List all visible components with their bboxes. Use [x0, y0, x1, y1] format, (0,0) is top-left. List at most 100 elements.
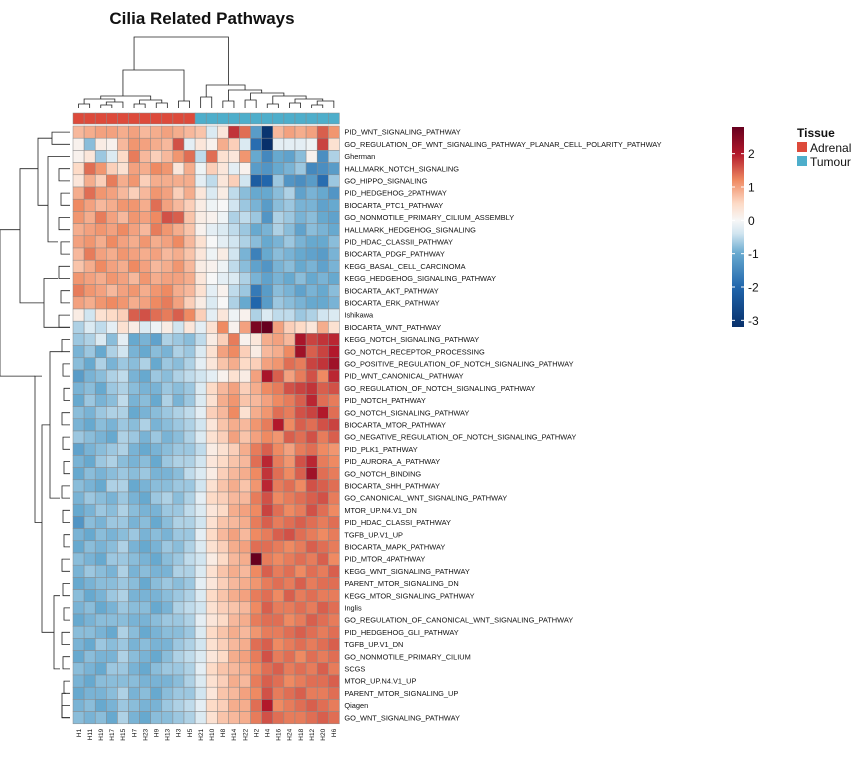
heatmap-cell	[261, 589, 274, 603]
heatmap-cell	[261, 345, 274, 359]
heatmap-cell	[250, 162, 262, 176]
heatmap-cell	[261, 479, 274, 493]
heatmap-cell	[283, 394, 296, 407]
heatmap-cell	[194, 686, 207, 700]
heatmap-cell	[328, 442, 340, 456]
heatmap-cell	[305, 430, 318, 444]
heatmap-cell	[172, 345, 185, 359]
column-dendrogram-branch	[250, 92, 285, 100]
heatmap-cell	[261, 284, 274, 298]
heatmap-cell	[283, 381, 296, 395]
heatmap-cell	[161, 394, 174, 407]
heatmap-cell	[328, 467, 340, 481]
heatmap-cell	[150, 284, 163, 298]
heatmap-cell	[94, 516, 107, 529]
heatmap-cell	[161, 442, 174, 456]
heatmap-cell	[205, 308, 218, 322]
heatmap-cell	[239, 503, 251, 517]
heatmap-cell	[106, 150, 118, 163]
heatmap-cell	[316, 235, 329, 249]
heatmap-cell	[217, 162, 229, 176]
heatmap-cell	[172, 577, 185, 590]
heatmap-cell	[150, 223, 163, 237]
heatmap-cell	[72, 333, 85, 346]
heatmap-cell	[272, 186, 285, 200]
heatmap-cell	[117, 430, 129, 444]
heatmap-cell	[294, 503, 307, 517]
heatmap-cell	[94, 345, 107, 359]
heatmap-cell	[328, 711, 340, 725]
heatmap-cell	[239, 528, 251, 542]
heatmap-cell	[250, 528, 262, 542]
heatmap-cell	[150, 699, 163, 712]
heatmap-cell	[250, 137, 262, 151]
heatmap-cell	[250, 564, 262, 578]
heatmap-cell	[228, 333, 240, 346]
heatmap-cell	[106, 137, 118, 151]
heatmap-cell	[194, 650, 207, 664]
heatmap-cell	[228, 125, 240, 139]
heatmap-cell	[239, 186, 251, 200]
heatmap-cell	[117, 186, 129, 200]
row-label: GO_NONMOTILE_PRIMARY_CILIUM_ASSEMBLY	[344, 213, 514, 222]
heatmap-cell	[305, 503, 318, 517]
column-label: H10	[209, 728, 216, 740]
row-label: HALLMARK_NOTCH_SIGNALING	[344, 164, 459, 173]
heatmap-cell	[128, 467, 140, 481]
heatmap-cell	[305, 369, 318, 383]
heatmap-cell	[106, 235, 118, 249]
heatmap-cell	[228, 320, 240, 334]
heatmap-cell	[139, 650, 151, 664]
heatmap-cell	[172, 528, 185, 542]
heatmap-cell	[161, 577, 174, 590]
heatmap-cell	[83, 345, 96, 359]
heatmap-cell	[294, 357, 307, 371]
heatmap-cell	[283, 601, 296, 615]
heatmap-cell	[150, 369, 163, 383]
heatmap-cell	[117, 577, 129, 590]
row-dendrogram-branch	[62, 583, 70, 597]
heatmap-cell	[161, 308, 174, 322]
heatmap-cell	[217, 528, 229, 542]
heatmap-cell	[172, 674, 185, 688]
heatmap-cell	[128, 455, 140, 468]
heatmap-cell	[305, 613, 318, 627]
heatmap-cell	[294, 528, 307, 542]
heatmap-cell	[316, 406, 329, 420]
heatmap-cell	[217, 540, 229, 554]
heatmap-cell	[305, 345, 318, 359]
heatmap-cell	[261, 686, 274, 700]
row-label: PID_AURORA_A_PATHWAY	[344, 457, 440, 466]
heatmap-cell	[172, 479, 185, 493]
heatmap-cell	[106, 125, 118, 139]
heatmap-cell	[250, 516, 262, 529]
heatmap-cell	[83, 418, 96, 432]
heatmap-cell	[250, 442, 262, 456]
heatmap-cell	[217, 442, 229, 456]
heatmap-cell	[72, 357, 85, 371]
heatmap-cell	[106, 455, 118, 468]
row-dendrogram-branch	[60, 241, 70, 255]
legend-swatch	[797, 142, 807, 152]
heatmap-cell	[161, 540, 174, 554]
heatmap-cell	[328, 186, 340, 200]
heatmap-cell	[117, 491, 129, 505]
heatmap-cell	[217, 601, 229, 615]
heatmap-cell	[117, 345, 129, 359]
heatmap-cell	[283, 137, 296, 151]
row-dendrogram-branch	[60, 290, 70, 304]
heatmap-cell	[205, 150, 218, 163]
heatmap-cell	[305, 162, 318, 176]
heatmap-cell	[250, 430, 262, 444]
heatmap-cell	[183, 345, 196, 359]
tissue-annotation-cell	[194, 112, 207, 125]
heatmap-cell	[150, 430, 163, 444]
heatmap-cell	[205, 540, 218, 554]
column-dendrogram	[78, 36, 335, 108]
heatmap-cell	[150, 406, 163, 420]
heatmap-cell	[228, 345, 240, 359]
heatmap-cell	[239, 479, 251, 493]
heatmap-cell	[161, 369, 174, 383]
heatmap-cell	[261, 223, 274, 237]
heatmap-cell	[161, 150, 174, 163]
